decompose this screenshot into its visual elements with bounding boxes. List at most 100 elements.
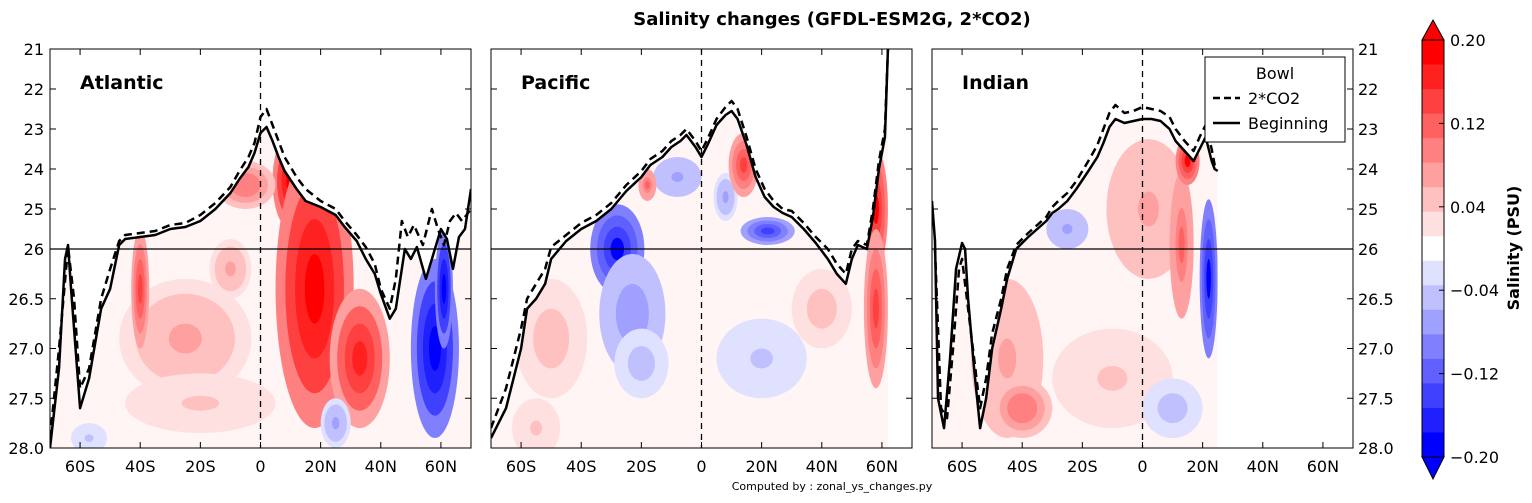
anomaly-patch: [634, 354, 649, 373]
colorbar-segment: [1422, 358, 1444, 384]
anomaly-patch: [750, 348, 773, 369]
colorbar-segment: [1422, 407, 1444, 433]
legend: Bowl 2*CO2 Beginning: [1204, 56, 1346, 143]
colorbar-segment: [1422, 285, 1444, 311]
colorbar-frame: [1421, 39, 1445, 458]
colorbar-segment: [1422, 432, 1444, 458]
y-tick-label-left: 24: [24, 160, 44, 179]
anomaly-patch: [428, 326, 441, 371]
bowl-beginning-line: [491, 49, 890, 439]
panel-label: Pacific: [521, 72, 590, 94]
footer-credit: Computed by : zonal_ys_changes.py: [732, 480, 933, 493]
colorbar-tick-label: 0.12: [1450, 114, 1486, 133]
x-tick-label: 60S: [65, 457, 96, 476]
anomaly-patch: [304, 253, 325, 324]
anomaly-patch: [441, 273, 447, 304]
colorbar-segment: [1422, 162, 1444, 188]
x-tick-label: 20N: [745, 457, 777, 476]
x-tick-label: 60S: [947, 457, 978, 476]
anomaly-patch: [331, 416, 340, 430]
bowl-2co2-line: [491, 49, 890, 429]
x-tick-label: 20S: [185, 457, 216, 476]
colorbar-tick-label: −0.12: [1450, 365, 1499, 384]
y-tick-label-right: 28.0: [1358, 439, 1394, 458]
x-tick-label: 0: [696, 457, 706, 476]
panel-pacific: Pacific 60S 40S 20S 0 20N 40N 60N: [490, 48, 913, 476]
colorbar-segment: [1422, 334, 1444, 360]
colorbar-segment: [1422, 309, 1444, 335]
y-tick-label-right: 21: [1358, 40, 1378, 59]
chart-title: Salinity changes (GFDL-ESM2G, 2*CO2): [633, 9, 1031, 30]
x-tick-label: 40N: [365, 457, 397, 476]
x-tick-label: 20N: [304, 457, 336, 476]
y-tick-label-left: 23: [24, 120, 44, 139]
x-tick-label: 20S: [1067, 457, 1098, 476]
colorbar-segment: [1422, 236, 1444, 262]
colorbar-segment: [1422, 211, 1444, 237]
x-tick-label: 20N: [1186, 457, 1218, 476]
anomaly-patch: [1206, 258, 1211, 299]
colorbar-segment: [1422, 89, 1444, 115]
x-tick-label: 40S: [125, 457, 156, 476]
colorbar-tick-label: 0.20: [1450, 31, 1486, 50]
x-tick-label: 0: [255, 457, 265, 476]
y-tick-label-right: 27.0: [1358, 340, 1394, 359]
anomaly-patch: [1137, 191, 1160, 227]
anomaly-patch: [671, 172, 684, 182]
y-tick-label-right: 22: [1358, 80, 1378, 99]
colorbar-tick-label: −0.04: [1450, 281, 1499, 300]
colorbar: 0.20 0.12 0.04 −0.04 −0.12 −0.20 Salinity (PSU…: [1421, 18, 1523, 481]
legend-label: 2*CO2: [1248, 89, 1300, 108]
colorbar-segment: [1422, 138, 1444, 164]
anomaly-patch: [84, 434, 94, 442]
y-tick-label-right: 26.5: [1358, 290, 1394, 309]
colorbar-label: Salinity (PSU): [1504, 186, 1523, 311]
panel-atlantic: Atlantic 60S 40S 20S 0 20N 40N 60N: [49, 48, 472, 476]
x-tick-label: 20S: [626, 457, 657, 476]
anomaly-patch: [1184, 155, 1191, 167]
x-tick-label: 0: [1137, 457, 1147, 476]
x-tick-label: 40S: [1007, 457, 1038, 476]
y-tick-label-right: 25: [1358, 200, 1378, 219]
anomaly-patch: [1014, 400, 1030, 416]
legend-title: Bowl: [1256, 64, 1294, 83]
legend-box: [1204, 56, 1346, 143]
x-tick-label: 60S: [506, 457, 537, 476]
panels: Atlantic 60S 40S 20S 0 20N 40N 60N Pacific 60S 40S…: [8, 40, 1393, 476]
anomaly-patch: [814, 298, 830, 319]
anomaly-patch: [1178, 226, 1185, 264]
colorbar-segment: [1422, 113, 1444, 139]
y-tick-label-left: 26: [24, 240, 44, 259]
anomaly-patch: [225, 261, 236, 277]
anomaly-patch: [181, 395, 220, 411]
anomaly-patch: [530, 420, 543, 436]
y-tick-label-right: 24: [1358, 160, 1378, 179]
colorbar-tick-label: 0.04: [1450, 198, 1486, 217]
anomaly-patch: [137, 273, 143, 304]
bowl-beginning-line: [50, 125, 471, 448]
anomaly-patch: [722, 191, 729, 203]
x-tick-label: 40S: [566, 457, 597, 476]
anomaly-patch: [1062, 224, 1073, 234]
colorbar-segment: [1422, 383, 1444, 409]
y-tick-label-left: 26.5: [8, 290, 44, 309]
x-tick-label: 60N: [425, 457, 457, 476]
y-tick-label-right: 27.5: [1358, 389, 1394, 408]
anomaly-patch: [542, 323, 561, 354]
y-tick-label-right: 23: [1358, 120, 1378, 139]
x-tick-label: 60N: [866, 457, 898, 476]
colorbar-extend-max: [1421, 18, 1445, 41]
anomaly-patch: [760, 227, 775, 235]
y-tick-label-right: 26: [1358, 240, 1378, 259]
x-tick-label: 60N: [1307, 457, 1339, 476]
anomaly-patch: [872, 288, 879, 329]
x-tick-label: 40N: [806, 457, 838, 476]
panel-label: Atlantic: [80, 72, 164, 94]
colorbar-extend-min: [1421, 456, 1445, 481]
panel-label: Indian: [962, 72, 1029, 94]
colorbar-segment: [1422, 40, 1444, 66]
colorbar-segment: [1422, 260, 1444, 286]
colorbar-segment: [1422, 64, 1444, 90]
anomaly-patch: [624, 298, 641, 329]
